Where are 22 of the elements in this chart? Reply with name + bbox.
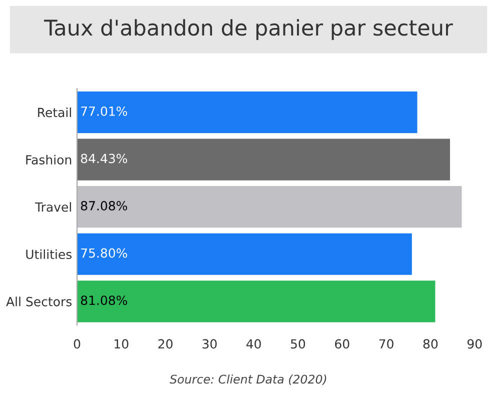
x-tick-label: 70 xyxy=(379,339,394,349)
x-tick-label: 60 xyxy=(335,339,350,349)
x-tick-label: 80 xyxy=(423,339,438,349)
data-label: 77.01% xyxy=(81,106,128,116)
x-tick-label: 20 xyxy=(158,339,173,349)
x-tick-label: 50 xyxy=(290,339,306,349)
data-label: 87.08% xyxy=(80,201,128,210)
source-note: Source: Client Data (2020) xyxy=(170,374,326,386)
data-label: 84.43% xyxy=(80,154,128,164)
x-tick-label: 90 xyxy=(467,339,482,349)
x-tick-label: 0 xyxy=(74,339,80,349)
y-tick-label: Retail xyxy=(38,108,71,118)
y-tick-label: Fashion xyxy=(26,154,72,164)
data-label: 75.80% xyxy=(81,248,128,258)
y-tick-label: Utilities xyxy=(26,249,72,260)
x-tick-label: 40 xyxy=(246,339,261,349)
x-tick-label: 30 xyxy=(202,339,217,349)
y-tick-label: All Sectors xyxy=(6,296,72,306)
y-tick-label: Travel xyxy=(34,202,71,212)
chart-title: Taux d'abandon de panier par secteur xyxy=(44,19,453,40)
data-label: 81.08% xyxy=(80,296,128,306)
x-tick-label: 10 xyxy=(114,339,128,349)
